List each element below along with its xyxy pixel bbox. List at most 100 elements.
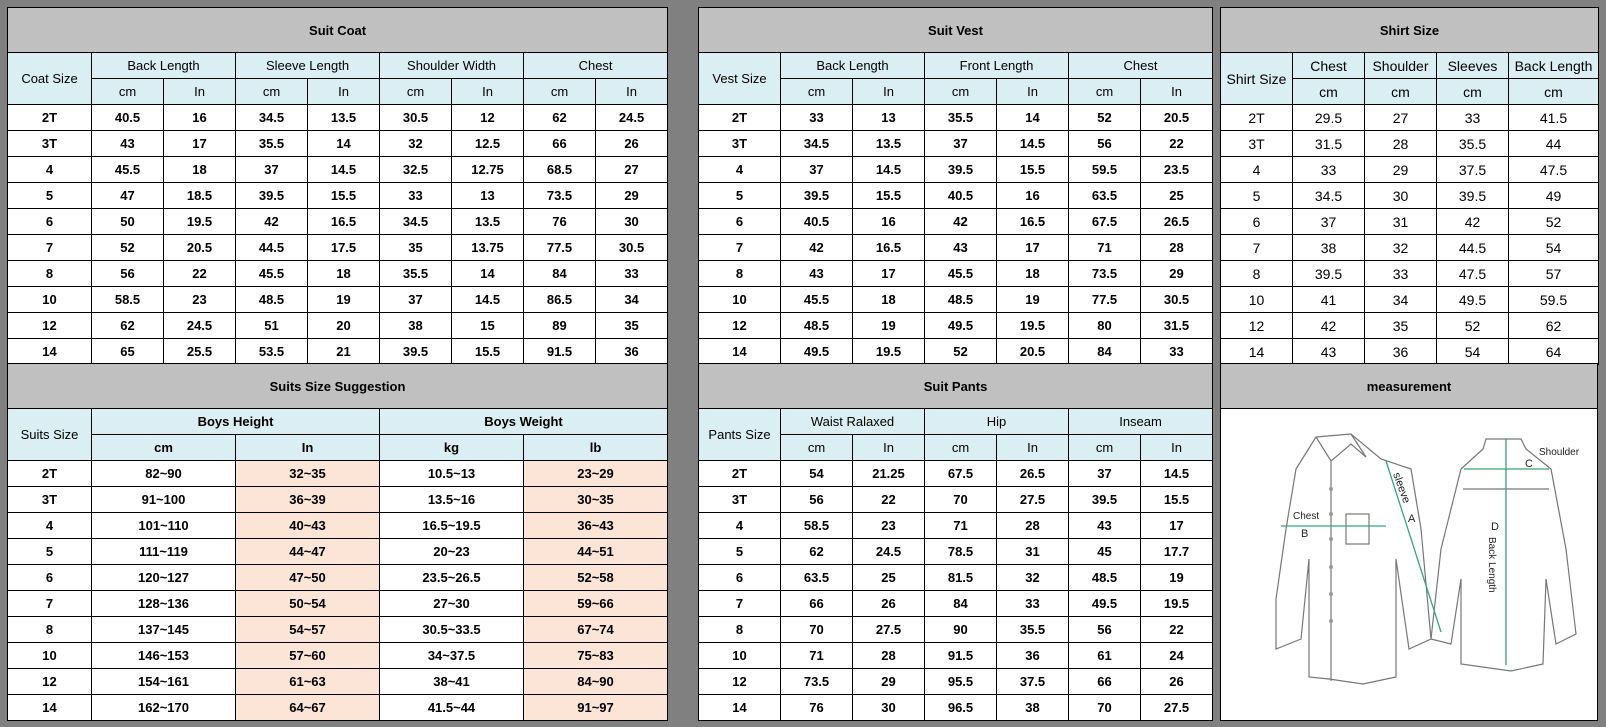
value-cell: 16 [996,182,1069,209]
value-cell: 14.5 [996,130,1069,157]
suit-pants-grid: Suit Pants Pants Size Waist Ralaxed Hip Inse… [697,363,1214,721]
unit-header: cm [1068,434,1141,461]
value-cell: 44~51 [523,538,668,565]
group-header: Back Length [91,52,236,79]
table-row: 7 66 26 84 33 49.5 19.5 [698,590,1214,617]
value-cell: 66 [780,590,853,617]
value-cell: 33 [379,182,452,209]
table-row: 3T 56 22 70 27.5 39.5 15.5 [698,486,1214,513]
table-row: 10 58.5 23 48.5 19 37 14.5 86.5 34 [7,286,669,313]
value-cell: 40~43 [235,512,380,539]
value-cell: 26.5 [996,460,1069,487]
size-cell: 3T [7,486,92,513]
value-cell: 20.5 [996,338,1069,365]
table-row: 2T 82~90 32~35 10.5~13 23~29 [7,460,668,487]
unit-header: In [852,434,925,461]
size-cell: 7 [7,234,92,261]
value-cell: 13.5 [852,130,925,157]
value-cell: 29 [852,668,925,695]
value-cell: 20.5 [1139,104,1214,131]
value-cell: 67.5 [1068,208,1141,235]
value-cell: 45.5 [91,156,164,183]
value-cell: 54~57 [235,616,380,643]
table-row: 12 154~161 61~63 38~41 84~90 [7,668,668,695]
value-cell: 80 [1068,312,1141,339]
value-cell: 13.5 [307,104,380,131]
value-cell: 23.5~26.5 [379,564,524,591]
value-cell: 13.5~16 [379,486,524,513]
table-row: 14 43 36 54 64 [1220,338,1600,365]
value-cell: 24 [1139,642,1214,669]
value-cell: 33 [594,260,669,287]
value-cell: 84 [523,260,596,287]
value-cell: 67.5 [924,460,997,487]
value-cell: 51 [235,312,308,339]
value-cell: 35.5 [924,104,997,131]
measurement-title: measurement [1220,363,1598,409]
value-cell: 31 [1364,208,1437,235]
unit-header: In [852,78,925,105]
value-cell: 91~100 [91,486,236,513]
group-header: Chest [1292,52,1365,79]
value-cell: 37 [1068,460,1141,487]
value-cell: 21 [307,338,380,365]
value-cell: 23~29 [523,460,668,487]
table-row: 12 48.5 19 49.5 19.5 80 31.5 [698,312,1214,339]
value-cell: 14 [307,130,380,157]
value-cell: 28 [852,642,925,669]
table-row: 7 42 16.5 43 17 71 28 [698,234,1214,261]
value-cell: 44.5 [235,234,308,261]
value-cell: 15 [451,312,524,339]
unit-header: cm [780,434,853,461]
value-cell: 54 [1507,234,1600,261]
table-row: 10 71 28 91.5 36 61 24 [698,642,1214,669]
value-cell: 33 [1139,338,1214,365]
value-cell: 52 [1507,208,1600,235]
suit-vest-grid: Suit Vest Vest Size Back Length Front Lengt… [697,7,1214,365]
value-cell: 34~37.5 [379,642,524,669]
value-cell: 31 [996,538,1069,565]
value-cell: 19.5 [163,208,236,235]
shirt-measurement-diagram: Chest B sleeve A Shoulder C D Back Lengt… [1220,409,1598,721]
value-cell: 18 [996,260,1069,287]
table-row: 7 52 20.5 44.5 17.5 35 13.75 77.5 30.5 [7,234,669,261]
size-cell: 2T [7,460,92,487]
value-cell: 17 [163,130,236,157]
chest-label: Chest [1293,511,1319,522]
c-label: C [1525,458,1533,470]
table-row: 4 33 29 37.5 47.5 [1220,156,1600,183]
value-cell: 42 [924,208,997,235]
size-cell: 3T [698,130,781,157]
value-cell: 16.5 [996,208,1069,235]
value-cell: 33 [1436,104,1509,131]
size-cell: 6 [1220,208,1293,235]
value-cell: 71 [780,642,853,669]
value-cell: 40.5 [91,104,164,131]
value-cell: 78.5 [924,538,997,565]
value-cell: 52 [1436,312,1509,339]
table-row: 12 42 35 52 62 [1220,312,1600,339]
value-cell: 42 [235,208,308,235]
value-cell: 36~39 [235,486,380,513]
size-cell: 5 [7,538,92,565]
size-cell: 14 [698,694,781,721]
value-cell: 36~43 [523,512,668,539]
size-cell: 4 [7,512,92,539]
value-cell: 71 [1068,234,1141,261]
value-cell: 39.5 [379,338,452,365]
suit-coat-grid: Suit Coat Coat Size Back Length Sleeve Leng… [6,7,669,365]
group-header: Shoulder Width [379,52,524,79]
value-cell: 19 [996,286,1069,313]
size-cell: 7 [1220,234,1293,261]
value-cell: 37 [1292,208,1365,235]
value-cell: 34 [1364,286,1437,313]
value-cell: 44.5 [1436,234,1509,261]
value-cell: 28 [1364,130,1437,157]
group-header: Sleeves [1436,52,1509,79]
size-cell: 4 [7,156,92,183]
value-cell: 43 [1068,512,1141,539]
value-cell: 45 [1068,538,1141,565]
value-cell: 34.5 [780,130,853,157]
d-label: D [1491,521,1499,533]
table-row: 5 39.5 15.5 40.5 16 63.5 25 [698,182,1214,209]
